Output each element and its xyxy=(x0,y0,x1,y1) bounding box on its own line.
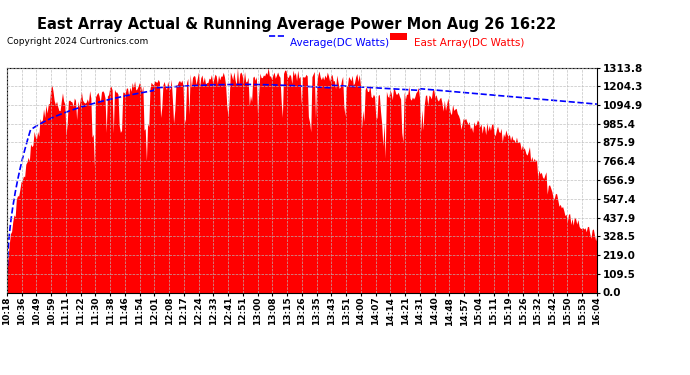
Text: Copyright 2024 Curtronics.com: Copyright 2024 Curtronics.com xyxy=(7,38,148,46)
Text: East Array(DC Watts): East Array(DC Watts) xyxy=(414,38,524,48)
Text: Average(DC Watts): Average(DC Watts) xyxy=(290,38,389,48)
Text: East Array Actual & Running Average Power Mon Aug 26 16:22: East Array Actual & Running Average Powe… xyxy=(37,17,556,32)
